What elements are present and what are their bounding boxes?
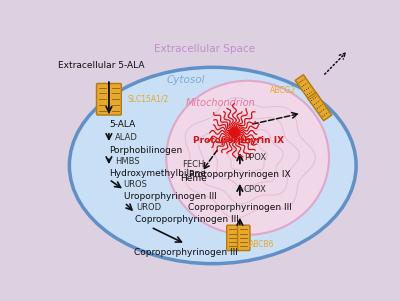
Text: ALAD: ALAD [115, 133, 138, 142]
Text: ABCG2: ABCG2 [270, 85, 296, 95]
Polygon shape [295, 75, 320, 103]
Text: Coproporphyrinogen III: Coproporphyrinogen III [188, 203, 292, 212]
Polygon shape [308, 92, 332, 121]
FancyBboxPatch shape [109, 83, 121, 115]
FancyBboxPatch shape [96, 83, 109, 115]
Ellipse shape [166, 81, 329, 235]
Text: 5-ALA: 5-ALA [109, 120, 135, 129]
Text: FECH: FECH [182, 160, 204, 169]
Text: CPOX: CPOX [244, 185, 267, 194]
Text: Hydroxymethylbilane: Hydroxymethylbilane [109, 169, 206, 178]
FancyBboxPatch shape [238, 225, 250, 250]
Text: Extracellular Space: Extracellular Space [154, 44, 256, 54]
FancyBboxPatch shape [227, 225, 239, 250]
Text: UROD: UROD [136, 203, 161, 212]
Text: Protoporphyrin IX: Protoporphyrin IX [193, 136, 284, 145]
Text: ABCB6: ABCB6 [249, 240, 275, 249]
Text: PPOX: PPOX [244, 153, 266, 162]
Text: Coproporphyrinogen III: Coproporphyrinogen III [134, 248, 238, 257]
Text: Cytosol: Cytosol [166, 75, 205, 85]
Text: UROS: UROS [123, 180, 147, 189]
Text: Porphobilinogen: Porphobilinogen [109, 146, 182, 155]
Text: Uroporphyrinogen III: Uroporphyrinogen III [124, 192, 217, 201]
Text: Extracellular 5-ALA: Extracellular 5-ALA [58, 61, 144, 70]
Text: HMBS: HMBS [115, 157, 140, 166]
Text: Protoporphyrinogen IX: Protoporphyrinogen IX [189, 170, 291, 179]
Text: Heme: Heme [180, 174, 207, 183]
Ellipse shape [69, 67, 356, 264]
Text: SLC15A1/2: SLC15A1/2 [128, 95, 169, 104]
Text: Mitochondrion: Mitochondrion [186, 98, 255, 108]
Text: Coproporphyrinogen III: Coproporphyrinogen III [135, 215, 239, 224]
